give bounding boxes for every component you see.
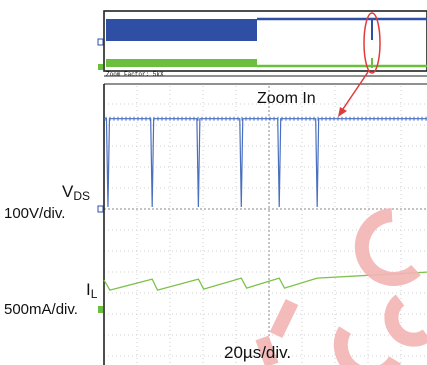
main-grid: [104, 86, 427, 365]
overview-il-trace: [106, 59, 257, 67]
overview-ch1-marker: [97, 38, 104, 46]
il-label-subscript: L: [90, 287, 98, 301]
zoom-arrow: [340, 71, 369, 113]
zoom-circle: [363, 12, 381, 74]
ch2-ground-marker: [98, 306, 103, 313]
zoom-factor-label: Zoom Factor: 5kX: [106, 71, 164, 78]
overview-ch2-marker: [98, 64, 103, 70]
vds-label: VDS: [62, 182, 91, 203]
vds-label-subscript: DS: [73, 189, 91, 203]
zoom-arrow-head: [338, 107, 347, 117]
ch1-ground-marker: [97, 205, 104, 213]
series-il-line: [103, 271, 427, 291]
watermark: [255, 208, 427, 365]
il-label: IL: [86, 280, 98, 301]
vds-scale-label: 100V/div.: [4, 205, 66, 222]
overview-vds-trace: [106, 19, 257, 41]
time-scale-label: 20µs/div.: [224, 343, 292, 362]
zoom-in-label: Zoom In: [257, 90, 316, 107]
series-vds-ripple: [105, 116, 427, 121]
series-vds-line: [104, 118, 427, 208]
il-scale-label: 500mA/div.: [4, 301, 78, 318]
